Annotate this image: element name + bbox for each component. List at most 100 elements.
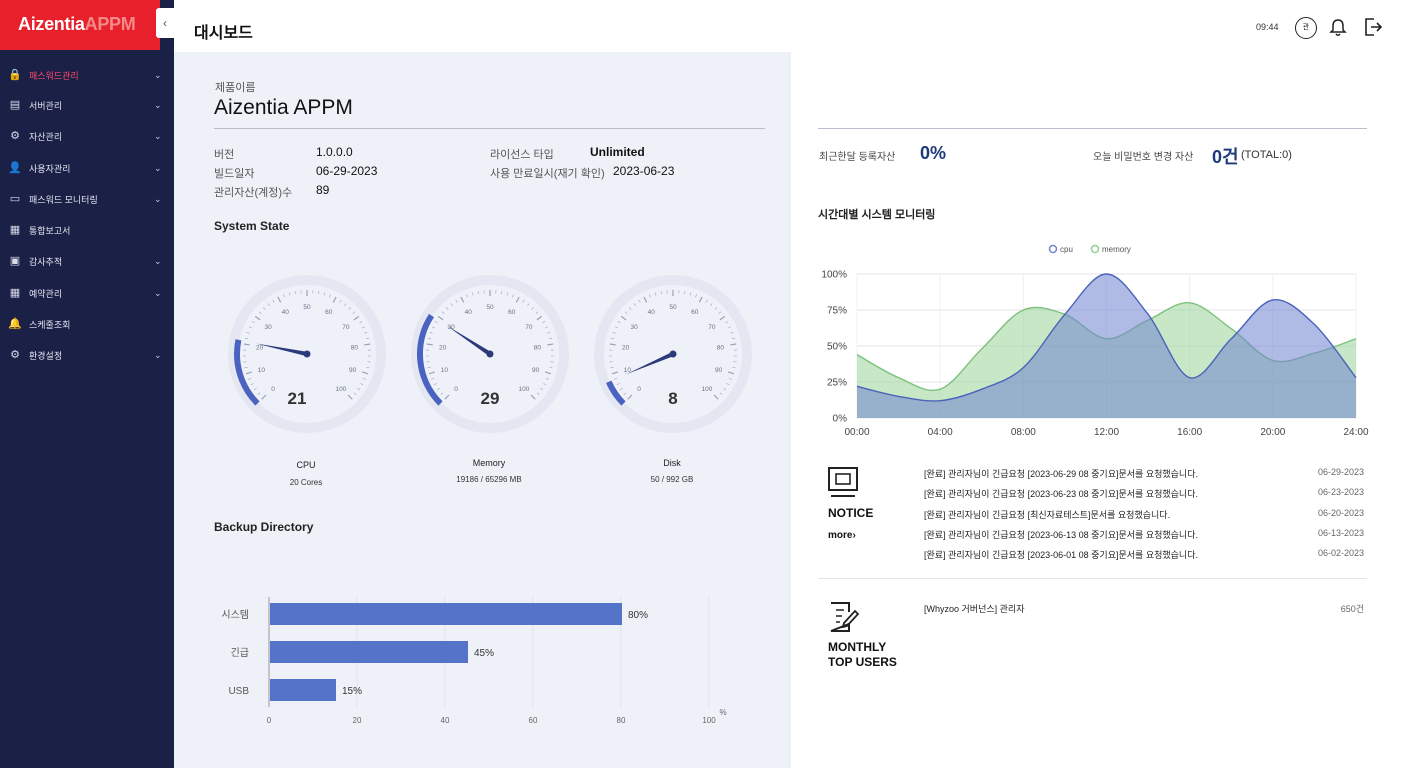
- gauge-tick: [515, 296, 520, 303]
- logout-icon[interactable]: [1364, 17, 1382, 37]
- gauge-tick: [332, 296, 337, 303]
- gauge-tick: [360, 383, 364, 386]
- gauge-tick: [362, 377, 366, 380]
- gauge-tick: [323, 292, 326, 296]
- gauge-tick: [353, 392, 357, 396]
- chart-y-tick: 100%: [821, 270, 847, 281]
- monitor-icon: ▭: [9, 193, 21, 205]
- chevron-down-icon: ⌄: [154, 193, 162, 204]
- gauge-tick: [258, 311, 262, 314]
- gauge-tick: [617, 321, 621, 324]
- gauge-tick: [723, 388, 727, 391]
- gauge-tick: [730, 343, 737, 346]
- asset-count-label: 관리자산(계정)수: [214, 187, 293, 199]
- gauge-tick: [444, 394, 450, 400]
- sidebar-item[interactable]: 🔒 패스워드관리 ⌄: [0, 60, 174, 90]
- gauge-tick: [638, 299, 641, 303]
- gauge-needle: [625, 351, 674, 375]
- sidebar-item[interactable]: ⚙ 환경설정 ⌄: [0, 340, 174, 370]
- gauge-tick-label: 100: [702, 386, 713, 393]
- gauge-needle-hub: [303, 350, 311, 358]
- chart-y-tick: 75%: [827, 306, 847, 317]
- gauge-tick: [254, 315, 261, 321]
- notice-more-link[interactable]: more›: [828, 530, 856, 541]
- audit-icon: ▣: [9, 255, 21, 267]
- expiry-value: 2023-06-23: [613, 164, 675, 178]
- gauge-tick: [689, 292, 692, 296]
- gauge-tick-label: 40: [648, 309, 656, 316]
- sidebar: AizentiaAPPM ‹ 🔒 패스워드관리 ⌄ ▤ 서버관리 ⌄ ⚙ 자산관리 ⌄ 👤 사용자관…: [0, 0, 174, 768]
- sidebar-item[interactable]: ▭ 패스워드 모니터링 ⌄: [0, 184, 174, 214]
- gauge-tick: [243, 343, 250, 346]
- backup-bar: [270, 641, 468, 663]
- notice-row-date: 06-29-2023: [1317, 467, 1364, 477]
- backup-value-label: 45%: [474, 648, 494, 659]
- gauge-tick-label: 0: [454, 386, 458, 393]
- gauge-tick-label: 70: [525, 324, 533, 331]
- sidebar-item-label: 사용자관리: [29, 163, 71, 174]
- gauge-tick-label: 20: [622, 344, 630, 351]
- top-user-count: 650건: [1340, 604, 1364, 614]
- today-changed-label: 오늘 비밀번호 변경 자산: [1093, 152, 1194, 163]
- sidebar-item-label: 자산관리: [29, 131, 63, 142]
- notice-row-text[interactable]: [완료] 관리자님이 긴급요청 [2023-06-29 08 중기요]문서를 요…: [924, 469, 1198, 479]
- gauge-tick: [440, 392, 444, 396]
- sidebar-item[interactable]: ▤ 서버관리 ⌄: [0, 90, 174, 120]
- gauge-tick: [477, 291, 479, 295]
- sidebar-item[interactable]: ▣ 감사추적 ⌄: [0, 246, 174, 276]
- gauge-tick: [536, 315, 543, 321]
- notification-bell-icon[interactable]: [1329, 18, 1347, 38]
- chevron-down-icon: ⌄: [154, 99, 162, 110]
- logo-bar[interactable]: AizentiaAPPM: [0, 0, 160, 50]
- chevron-down-icon: ⌄: [154, 349, 162, 360]
- report-icon: ▦: [9, 224, 21, 236]
- gauge-tick: [450, 303, 453, 306]
- legend-marker-memory: [1090, 244, 1100, 254]
- sidebar-item[interactable]: ▦ 예약관리 ⌄: [0, 278, 174, 308]
- sidebar-item[interactable]: 👤 사용자관리 ⌄: [0, 153, 174, 183]
- notice-row-text[interactable]: [완료] 관리자님이 긴급요청 [최신자료테스트]문서를 요청했습니다.: [924, 510, 1171, 520]
- disk-gauge-sub: 50 / 992 GB: [650, 475, 694, 484]
- system-monitoring-chart: 0% 25% 50% 75% 100% 00:00 04:00 08:00 12:00 16:00…: [821, 244, 1369, 438]
- gauge-tick: [536, 392, 540, 396]
- user-avatar[interactable]: 관: [1295, 17, 1317, 39]
- sidebar-item[interactable]: ⚙ 자산관리 ⌄: [0, 121, 174, 151]
- notice-row-text[interactable]: [완료] 관리자님이 긴급요청 [2023-06-13 08 중기요]문서를 요…: [924, 530, 1198, 540]
- sidebar-item-label: 환경설정: [29, 350, 63, 361]
- sidebar-item[interactable]: ▦ 통합보고서: [0, 215, 174, 245]
- gauge-tick: [609, 343, 616, 346]
- gauge-tick: [619, 388, 623, 391]
- gauge-tick: [460, 296, 465, 303]
- memory-gauge-name: Memory: [472, 458, 506, 468]
- sidebar-collapse-button[interactable]: ‹: [156, 8, 174, 38]
- expiry-label: 사용 만료일시(재기 확인): [490, 168, 605, 180]
- gauge-tick: [684, 291, 686, 295]
- gauge-tick: [649, 294, 651, 298]
- gauge-tick: [705, 299, 708, 303]
- gauge-tick: [612, 332, 616, 334]
- chevron-down-icon: ⌄: [154, 69, 162, 80]
- backup-x-tick: 20: [353, 716, 362, 725]
- gauge-tick: [261, 394, 267, 400]
- gauge-tick: [253, 388, 257, 391]
- gauge-tick: [624, 311, 628, 314]
- gauge-tick: [730, 332, 734, 334]
- gauge-tick-label: 70: [708, 324, 716, 331]
- gauge-tick-label: 40: [282, 309, 290, 316]
- gauge-tick: [257, 392, 261, 396]
- product-name: Aizentia APPM: [214, 96, 353, 119]
- notice-row-text[interactable]: [완료] 관리자님이 긴급요청 [2023-06-01 08 중기요]문서를 요…: [924, 550, 1198, 560]
- notice-row-text[interactable]: [완료] 관리자님이 긴급요청 [2023-06-23 08 중기요]문서를 요…: [924, 489, 1198, 499]
- gauge-needle-hub: [669, 350, 677, 358]
- gauge-tick: [431, 326, 435, 329]
- sidebar-item[interactable]: 🔔 스케줄조회: [0, 309, 174, 339]
- gauge-tick: [366, 337, 370, 340]
- sidebar-item-label: 통합보고서: [29, 225, 71, 236]
- gauge-tick-label: 30: [631, 324, 639, 331]
- chevron-down-icon: ⌄: [154, 162, 162, 173]
- gauge-tick: [620, 315, 627, 321]
- gauge-tick: [732, 367, 736, 369]
- lock-icon: 🔒: [8, 69, 22, 81]
- top-user-name[interactable]: [Whyzoo 거버넌스] 관리자: [924, 604, 1025, 614]
- gauge-needle: [446, 325, 492, 356]
